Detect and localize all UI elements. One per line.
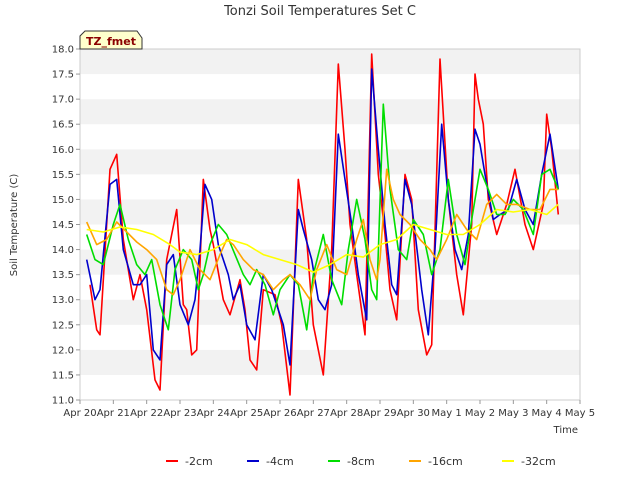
- plot-band: [80, 149, 580, 175]
- badge: TZ_fmet: [79, 30, 143, 50]
- badge-box: [79, 30, 143, 50]
- plot-band: [80, 349, 580, 375]
- x-axis-label: Time: [553, 425, 578, 436]
- x-tick-label: Apr 24: [197, 408, 230, 419]
- x-axis-ticks: Apr 20 Apr 21 Apr 22 Apr 23 Apr 24 Apr 25 Apr …: [63, 400, 595, 419]
- x-tick-label: May 2: [465, 408, 495, 419]
- legend-label: -4cm: [266, 455, 294, 468]
- y-tick-label: 11.0: [52, 396, 74, 407]
- x-tick-label: Apr 22: [130, 408, 163, 419]
- legend-label: -8cm: [347, 455, 375, 468]
- x-tick-label: Apr 30: [397, 408, 430, 419]
- plot-band: [80, 124, 580, 150]
- y-tick-label: 17.5: [52, 70, 74, 81]
- x-tick-label: Apr 27: [297, 408, 330, 419]
- y-tick-label: 13.5: [52, 270, 74, 281]
- legend-label: -2cm: [185, 455, 213, 468]
- y-tick-label: 14.0: [52, 245, 74, 256]
- y-tick-label: 14.5: [52, 220, 74, 231]
- series-line-neg8cm: [85, 103, 560, 331]
- x-tick-label: May 3: [498, 408, 528, 419]
- y-tick-label: 18.0: [52, 45, 74, 56]
- y-tick-label: 15.5: [52, 170, 74, 181]
- x-tick-label: Apr 28: [330, 408, 363, 419]
- y-tick-label: 11.5: [52, 370, 74, 381]
- plot-band: [80, 174, 580, 200]
- plot-band: [80, 324, 580, 350]
- y-tick-label: 17.0: [52, 95, 74, 106]
- y-tick-label: 12.5: [52, 320, 74, 331]
- x-tick-label: Apr 29: [363, 408, 396, 419]
- x-tick-label: Apr 21: [97, 408, 130, 419]
- x-tick-label: Apr 23: [163, 408, 196, 419]
- y-tick-label: 16.0: [52, 145, 74, 156]
- plot-band: [80, 49, 580, 75]
- series-line-neg32cm: [86, 203, 559, 273]
- series-lines: [85, 53, 560, 396]
- y-axis-ticks: 11.0 11.5 12.0 12.5 13.0 13.5 14.0 14.5 15.0 15.5…: [52, 45, 80, 407]
- plot-band: [80, 74, 580, 100]
- plot-band: [80, 299, 580, 325]
- y-tick-label: 15.0: [52, 195, 74, 206]
- series-line-neg2cm: [89, 53, 560, 396]
- y-axis-label: Soil Temperature (C): [9, 174, 20, 277]
- plot-bands: [80, 49, 580, 400]
- y-tick-label: 13.0: [52, 295, 74, 306]
- legend-label: -32cm: [521, 455, 556, 468]
- x-tick-label: May 4: [532, 408, 562, 419]
- badge-label: TZ_fmet: [86, 35, 136, 48]
- x-tick-label: May 5: [565, 408, 595, 419]
- x-tick-label: Apr 26: [263, 408, 296, 419]
- x-tick-label: Apr 20: [63, 408, 96, 419]
- chart-title: Tonzi Soil Temperatures Set C: [223, 4, 416, 19]
- x-tick-label: Apr 25: [230, 408, 263, 419]
- x-tick-label: May 1: [432, 408, 462, 419]
- series-line-neg16cm: [85, 168, 559, 301]
- legend: -2cm -4cm -8cm -16cm -32cm: [166, 455, 556, 468]
- y-tick-label: 16.5: [52, 120, 74, 131]
- series-line-neg4cm: [85, 68, 560, 366]
- y-tick-label: 12.0: [52, 345, 74, 356]
- legend-label: -16cm: [428, 455, 463, 468]
- plot-band: [80, 224, 580, 250]
- plot-band: [80, 374, 580, 400]
- plot-band: [80, 99, 580, 125]
